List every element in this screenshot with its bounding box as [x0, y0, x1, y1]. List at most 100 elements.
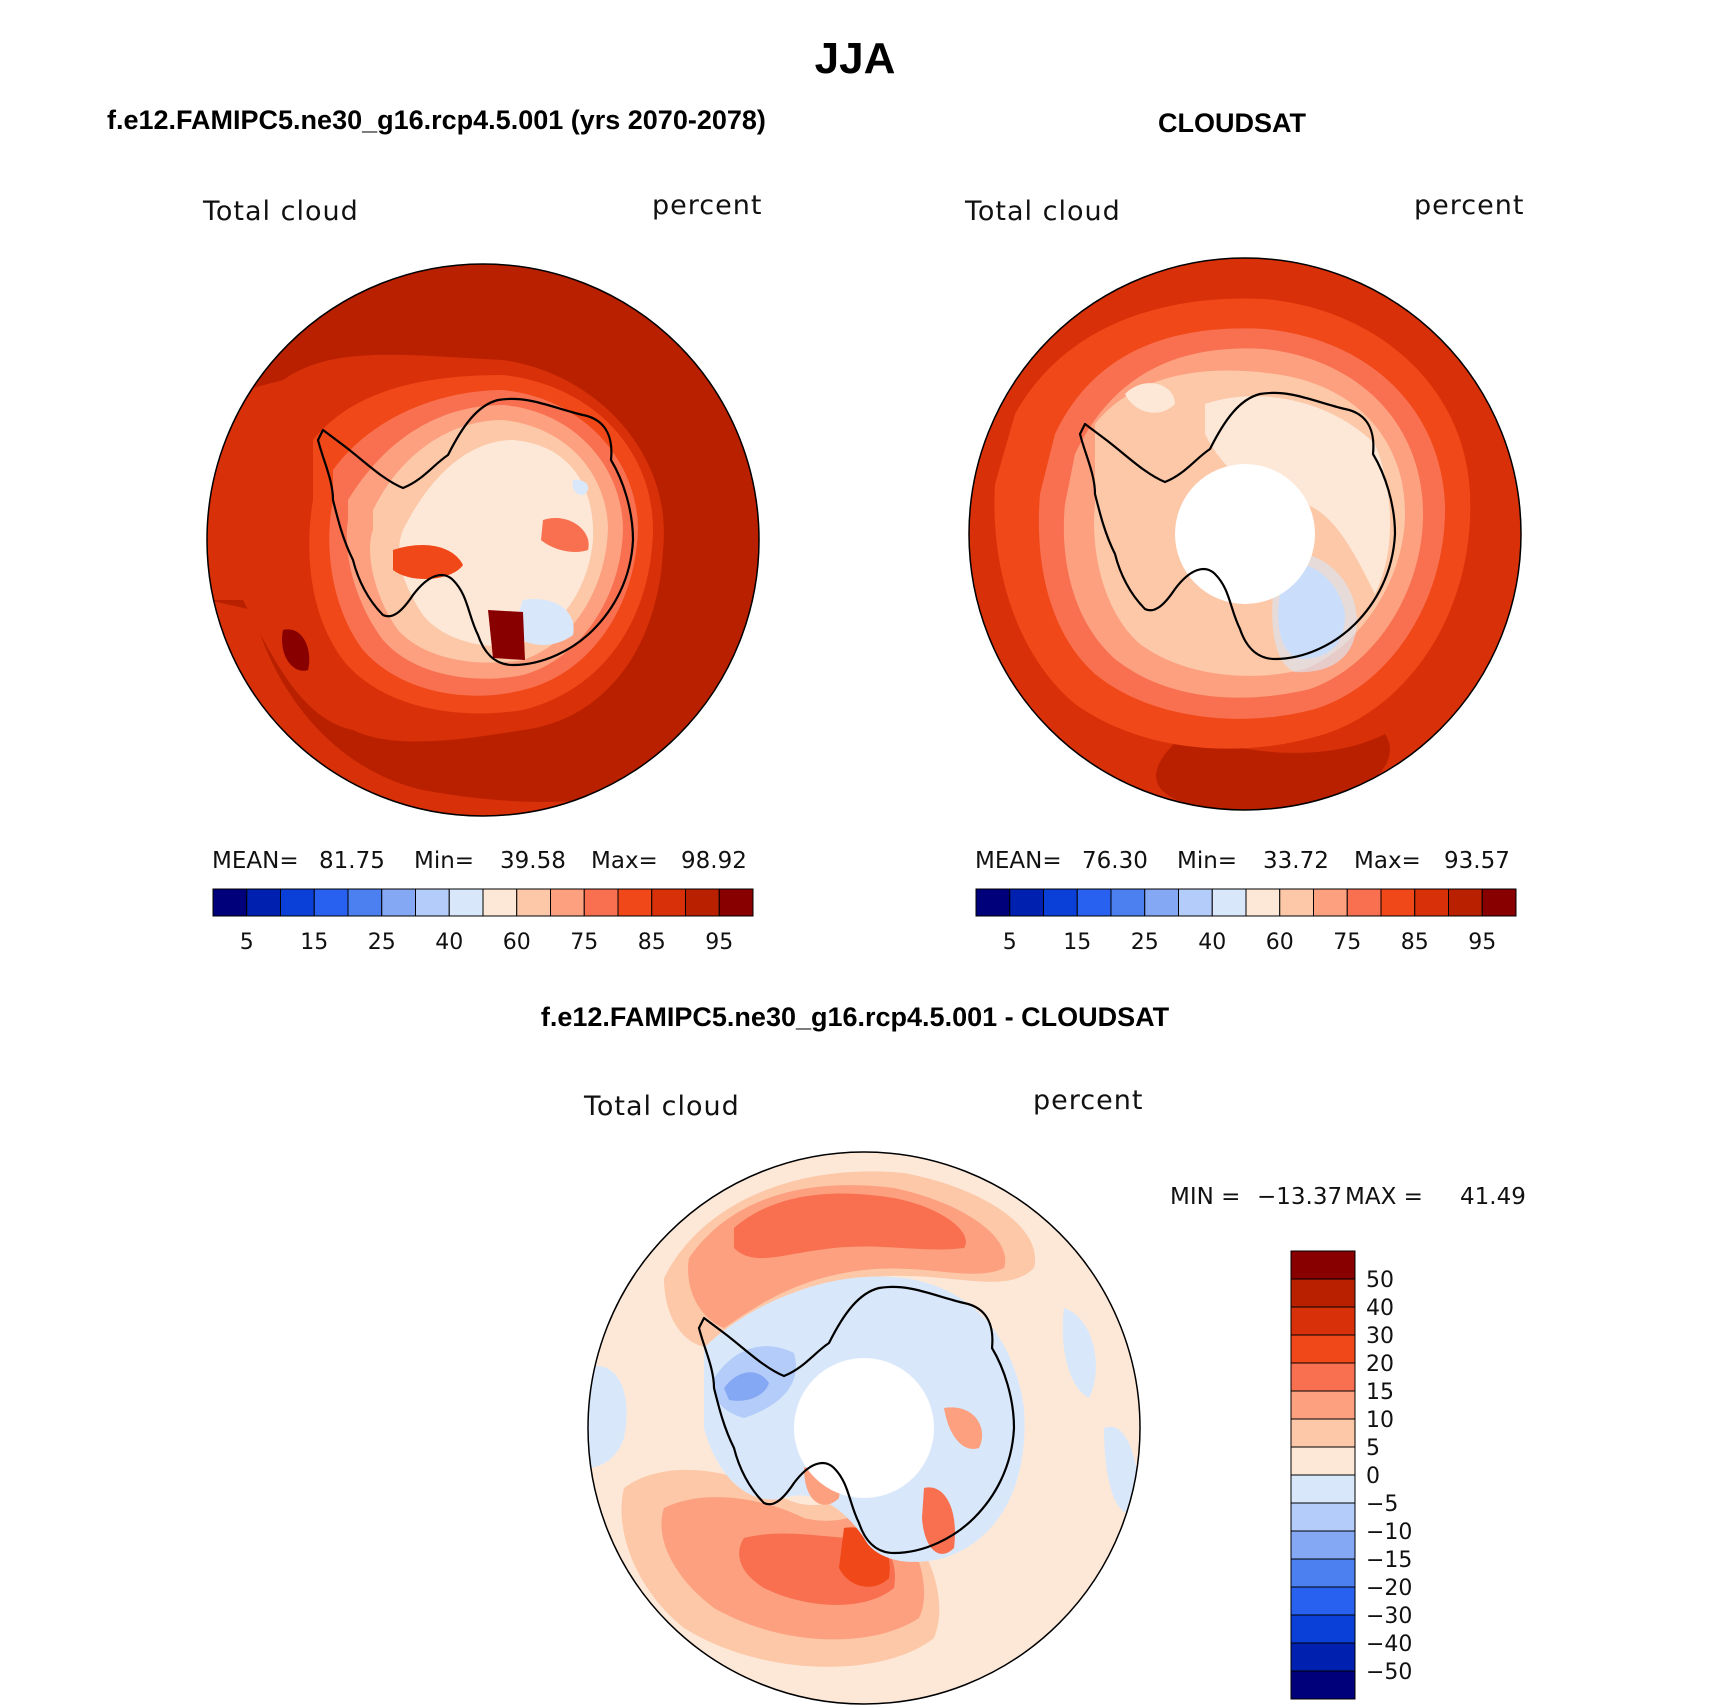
model-colorbar-box: [448, 888, 484, 917]
obs-colorbar-box: [1211, 888, 1247, 917]
diff-colorbar-box: [1290, 1390, 1356, 1420]
diff-colorbar-tick-label: 20: [1366, 1352, 1394, 1377]
obs-units-label: percent: [1414, 190, 1525, 221]
model-min-label: Min=: [414, 848, 475, 874]
model-colorbar-tick-label: 85: [638, 930, 666, 955]
model-colorbar-tick-label: 15: [300, 930, 328, 955]
diff-colorbar-box: [1290, 1558, 1356, 1588]
diff-contour-blue-15: [724, 1372, 769, 1401]
diff-colorbar-box: [1290, 1334, 1356, 1364]
model-min-value: 39.58: [500, 848, 566, 874]
obs-colorbar-box: [1076, 888, 1112, 917]
obs-colorbar-tick-label: 5: [1003, 930, 1017, 955]
obs-missing-data-hole: [1175, 464, 1315, 604]
model-colorbar-box: [313, 888, 349, 917]
model-mean-label: MEAN=: [212, 848, 299, 874]
obs-colorbar-tick-label: 25: [1131, 930, 1159, 955]
diff-contour-pos-inner-c: [944, 1407, 983, 1449]
model-colorbar-box: [550, 888, 585, 917]
model-mean-value: 81.75: [319, 848, 385, 874]
diff-colorbar-tick-label: −15: [1366, 1548, 1412, 1573]
model-coastline: [316, 397, 635, 667]
diff-min-value: −13.37: [1257, 1184, 1343, 1210]
model-peak-b: [282, 629, 310, 671]
diff-colorbar-tick-label: −10: [1366, 1520, 1412, 1545]
obs-colorbar-box: [1110, 888, 1146, 917]
model-colorbar-box: [381, 888, 416, 917]
diff-colorbar-box: [1290, 1614, 1356, 1644]
diff-contour-light-blue-c: [1104, 1426, 1140, 1514]
obs-colorbar-box: [1279, 888, 1314, 917]
diff-colorbar-tick-label: 30: [1366, 1324, 1394, 1349]
diff-colorbar-box: [1290, 1670, 1356, 1700]
diff-panel-title: f.e12.FAMIPC5.ne30_g16.rcp4.5.001 - CLOU…: [540, 1002, 1170, 1032]
diff-min-label: MIN =: [1170, 1184, 1241, 1210]
model-colorbar-box: [685, 888, 720, 917]
diff-colorbar-tick-label: 15: [1366, 1380, 1394, 1405]
diff-colorbar-box: [1290, 1474, 1356, 1504]
obs-colorbar-tick-label: 75: [1333, 930, 1361, 955]
obs-colorbar-tick-label: 95: [1468, 930, 1496, 955]
diff-colorbar-box: [1290, 1586, 1356, 1616]
obs-colorbar-box: [1313, 888, 1348, 917]
obs-coastline: [1078, 391, 1397, 661]
model-colorbar: 5 15 25 40 60 75 85 95: [212, 888, 754, 955]
diff-variable-label: Total cloud: [584, 1091, 740, 1122]
diff-colorbar-tick-label: 40: [1366, 1296, 1394, 1321]
diff-max-value: 41.49: [1460, 1184, 1526, 1210]
obs-colorbar-box: [1380, 888, 1416, 917]
obs-mean-label: MEAN=: [975, 848, 1062, 874]
diff-polar-map: [587, 1151, 1141, 1705]
obs-colorbar-box: [975, 888, 1011, 917]
model-max-value: 98.92: [681, 848, 747, 874]
obs-colorbar-box: [1245, 888, 1281, 917]
diff-colorbar-tick-label: −50: [1366, 1660, 1412, 1685]
model-units-label: percent: [652, 190, 763, 221]
obs-max-label: Max=: [1354, 848, 1421, 874]
obs-colorbar-tick-label: 40: [1198, 930, 1226, 955]
model-colorbar-tick-label: 25: [368, 930, 396, 955]
diff-colorbar-box: [1290, 1362, 1356, 1392]
diff-contour-light-blue-b: [1062, 1308, 1096, 1398]
model-colorbar-box: [212, 888, 248, 917]
model-colorbar-box: [347, 888, 383, 917]
diff-colorbar-tick-label: 50: [1366, 1268, 1394, 1293]
obs-colorbar-tick-label: 85: [1401, 930, 1429, 955]
model-polar-map: [206, 263, 760, 817]
diff-colorbar-tick-label: 5: [1366, 1436, 1380, 1461]
obs-contour-60-b: [1125, 383, 1175, 413]
model-contour-60: [399, 440, 594, 647]
diff-colorbar-tick-label: 0: [1366, 1464, 1380, 1489]
diff-colorbar-box: [1290, 1530, 1356, 1560]
obs-variable-label: Total cloud: [965, 196, 1121, 227]
obs-colorbar-box: [1043, 888, 1078, 917]
obs-mean-value: 76.30: [1082, 848, 1148, 874]
obs-colorbar-box: [1481, 888, 1517, 917]
diff-colorbar-tick-label: −20: [1366, 1576, 1412, 1601]
obs-colorbar-box: [1178, 888, 1213, 917]
model-colorbar-box: [583, 888, 619, 917]
diff-colorbar-tick-label: −30: [1366, 1604, 1412, 1629]
diff-missing-data-hole: [794, 1358, 934, 1498]
model-colorbar-box: [280, 888, 315, 917]
obs-panel-title: CLOUDSAT: [1158, 108, 1306, 138]
obs-colorbar-tick-label: 60: [1266, 930, 1294, 955]
diff-max-label: MAX =: [1345, 1184, 1423, 1210]
model-colorbar-box: [415, 888, 450, 917]
obs-min-label: Min=: [1177, 848, 1238, 874]
model-colorbar-tick-label: 60: [503, 930, 531, 955]
model-variable-label: Total cloud: [203, 196, 359, 227]
diff-coastline: [697, 1285, 1016, 1555]
model-colorbar-box: [718, 888, 754, 917]
figure-title: JJA: [814, 34, 896, 83]
model-peak-a: [488, 610, 525, 660]
model-contour-low-a: [513, 599, 574, 646]
model-max-label: Max=: [591, 848, 658, 874]
model-colorbar-tick-label: 75: [570, 930, 598, 955]
obs-colorbar-box: [1414, 888, 1449, 917]
model-colorbar-box: [651, 888, 686, 917]
model-colorbar-tick-label: 5: [240, 930, 254, 955]
diff-colorbar-box: [1290, 1278, 1356, 1308]
model-map-border: [206, 263, 760, 817]
